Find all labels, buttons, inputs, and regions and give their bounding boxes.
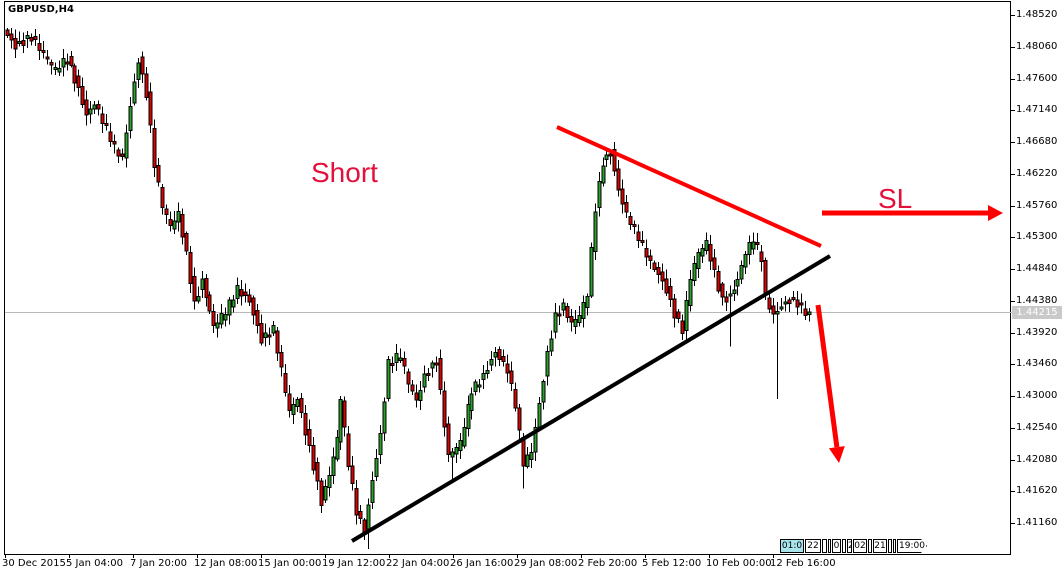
price-tick-label: 1.43920	[1016, 327, 1058, 338]
nav-box[interactable]	[828, 539, 831, 553]
time-tick-label: 15 Jan 00:00	[258, 558, 322, 569]
price-tick-label: 1.43460	[1016, 358, 1058, 369]
price-tick-label: 1.42540	[1016, 422, 1058, 433]
time-tick-label: 12 Jan 08:00	[194, 558, 258, 569]
price-tick-label: 1.46680	[1016, 136, 1058, 147]
nav-box[interactable]	[822, 539, 827, 553]
time-tick-label: 10 Feb 00:00	[706, 558, 772, 569]
price-tick-label: 1.47140	[1016, 104, 1058, 115]
nav-box[interactable]	[893, 539, 896, 553]
time-tick-label: 5 Feb 12:00	[642, 558, 702, 569]
price-tick-label: 1.44840	[1016, 263, 1058, 274]
price-tick-label: 1.41620	[1016, 485, 1058, 496]
time-tick-label: 5 Jan 04:00	[66, 558, 123, 569]
time-tick-label: 29 Jan 08:00	[514, 558, 578, 569]
nav-box[interactable]: 2	[847, 539, 852, 553]
time-tick-label: 30 Dec 2015	[2, 558, 66, 569]
down-arrow[interactable]	[815, 304, 845, 463]
price-tick-label: 1.43000	[1016, 390, 1058, 401]
resistance-trendline[interactable]	[556, 125, 822, 248]
price-tick-label: 1.42080	[1016, 454, 1058, 465]
short-annotation-label[interactable]: Short	[311, 157, 378, 188]
nav-box[interactable]: 01:0	[780, 539, 804, 553]
nav-box[interactable]	[888, 539, 892, 553]
axis-ticks	[5, 15, 1015, 558]
nav-box[interactable]: 02	[853, 539, 867, 553]
price-tick-label: 1.45300	[1016, 231, 1058, 242]
nav-box[interactable]: 0	[832, 539, 841, 553]
nav-box[interactable]: 19:00	[897, 539, 927, 553]
time-tick-label: 22 Jan 04:00	[386, 558, 450, 569]
nav-box[interactable]	[842, 539, 846, 553]
candlestick-series	[5, 28, 812, 550]
price-tick-label: 1.48060	[1016, 41, 1058, 52]
time-tick-label: 26 Jan 16:00	[450, 558, 514, 569]
sl-annotation-label[interactable]: SL	[878, 183, 913, 214]
symbol-timeframe-label: GBPUSD,H4	[8, 4, 74, 15]
sl-arrow[interactable]	[822, 205, 1003, 221]
support-trendline[interactable]	[350, 254, 832, 543]
time-tick-label: 12 Feb 16:00	[770, 558, 836, 569]
time-tick-label: 2 Feb 20:00	[578, 558, 638, 569]
time-tick-label: 19 Jan 12:00	[322, 558, 386, 569]
price-tick-label: 1.46220	[1016, 168, 1058, 179]
nav-box[interactable]: 21	[873, 539, 887, 553]
plot-border	[4, 1, 1011, 555]
current-price-tag: 1.44215	[1012, 305, 1062, 319]
nav-box[interactable]	[868, 539, 872, 553]
price-tick-label: 1.41160	[1016, 517, 1058, 528]
price-tick-label: 1.48520	[1016, 9, 1058, 20]
price-tick-label: 1.44380	[1016, 295, 1058, 306]
price-tick-label: 1.47600	[1016, 73, 1058, 84]
price-tick-label: 1.45760	[1016, 200, 1058, 211]
fast-navigation-bar[interactable]: 01:02202022119:00	[780, 539, 928, 553]
time-tick-label: 7 Jan 20:00	[130, 558, 187, 569]
nav-box[interactable]: 22	[805, 539, 821, 553]
